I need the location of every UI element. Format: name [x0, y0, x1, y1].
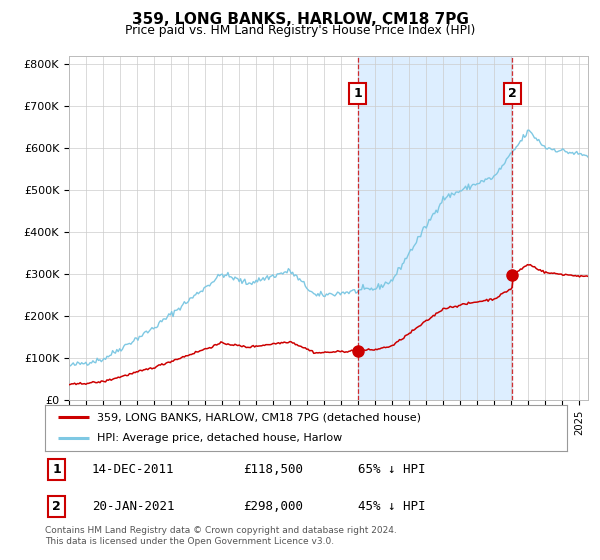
Bar — [358, 56, 512, 400]
Text: Price paid vs. HM Land Registry's House Price Index (HPI): Price paid vs. HM Land Registry's House … — [125, 24, 475, 36]
Text: HPI: Average price, detached house, Harlow: HPI: Average price, detached house, Harl… — [97, 433, 343, 444]
Text: 45% ↓ HPI: 45% ↓ HPI — [358, 500, 426, 512]
Text: £298,000: £298,000 — [244, 500, 304, 512]
Text: 359, LONG BANKS, HARLOW, CM18 7PG (detached house): 359, LONG BANKS, HARLOW, CM18 7PG (detac… — [97, 412, 421, 422]
Text: 2: 2 — [508, 87, 517, 100]
Text: 2: 2 — [52, 500, 61, 512]
Text: 14-DEC-2011: 14-DEC-2011 — [92, 463, 175, 476]
Text: 1: 1 — [52, 463, 61, 476]
Text: 65% ↓ HPI: 65% ↓ HPI — [358, 463, 426, 476]
Text: 1: 1 — [353, 87, 362, 100]
Text: 20-JAN-2021: 20-JAN-2021 — [92, 500, 175, 512]
Text: 359, LONG BANKS, HARLOW, CM18 7PG: 359, LONG BANKS, HARLOW, CM18 7PG — [131, 12, 469, 27]
Text: Contains HM Land Registry data © Crown copyright and database right 2024.
This d: Contains HM Land Registry data © Crown c… — [45, 526, 397, 546]
Text: £118,500: £118,500 — [244, 463, 304, 476]
